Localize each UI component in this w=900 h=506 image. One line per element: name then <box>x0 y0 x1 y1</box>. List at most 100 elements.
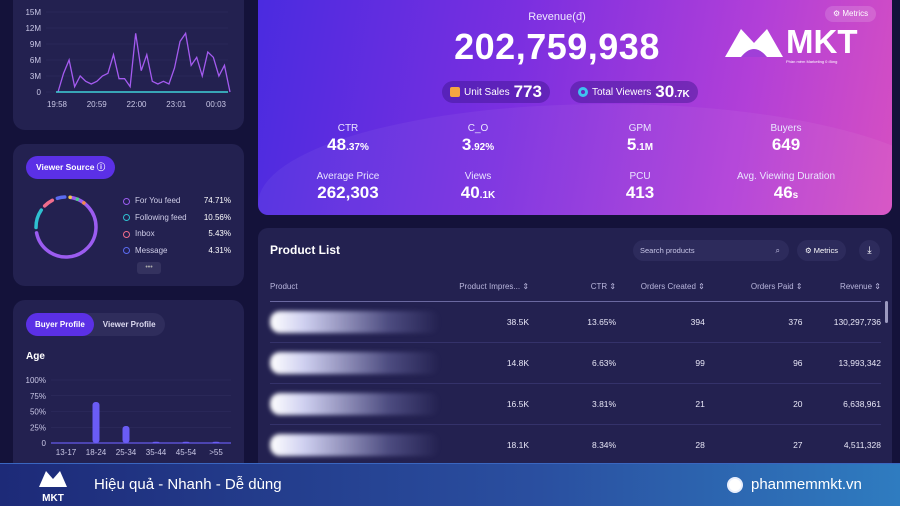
table-cell: 27 <box>704 424 803 466</box>
y-tick: 50% <box>30 408 46 417</box>
table-cell: 18.1K <box>440 424 530 466</box>
stat-suffix: .37% <box>346 142 369 153</box>
table-cell: 8.34% <box>529 424 617 466</box>
donut-segment <box>42 198 55 208</box>
column-header[interactable]: Product Impres... ⇕ <box>440 273 530 302</box>
legend-ring-icon <box>123 197 130 205</box>
stat-value: 262,303 <box>283 183 413 206</box>
stat-number: 40 <box>460 183 480 202</box>
x-tick: 20:59 <box>87 100 108 109</box>
metrics-button[interactable]: ⚙ Metrics <box>825 6 877 22</box>
x-tick: >55 <box>209 448 223 457</box>
table-scrollbar[interactable] <box>885 301 888 323</box>
search-input[interactable]: Search products ⌕ <box>633 240 789 261</box>
product-thumbnail-cell <box>270 383 440 425</box>
mkt-logo-mark <box>725 29 783 57</box>
viewer-source-button[interactable]: Viewer Source ⓘ <box>26 156 116 179</box>
stat-label: Avg. Viewing Duration <box>736 171 836 182</box>
y-tick: 100% <box>26 376 46 385</box>
legend-label: For You feed <box>135 196 181 206</box>
stat-label: PCU <box>629 171 651 182</box>
legend-item: For You feed 74.71% <box>123 193 231 210</box>
unit-sales-value: 773 <box>513 82 542 101</box>
table-row[interactable]: 14.8K 6.63% 99 96 13,993,342 <box>270 342 881 384</box>
footer-logo: MKT <box>38 468 68 504</box>
tab-viewer-profile[interactable]: Viewer Profile <box>102 320 156 329</box>
legend-label: Inbox <box>135 229 155 239</box>
column-header[interactable]: CTR ⇕ <box>529 273 617 302</box>
total-viewers-value: 30 <box>655 82 675 101</box>
stat-value: 5.1M <box>575 135 705 158</box>
column-header[interactable]: Orders Created ⇕ <box>616 273 705 302</box>
y-tick: 6M <box>30 56 41 65</box>
x-tick: 45-54 <box>176 448 197 457</box>
y-tick: 3M <box>30 72 41 81</box>
stat-label: C_O <box>467 123 489 134</box>
product-table: Product Product Impres... ⇕ CTR ⇕ Orders Cr… <box>270 273 881 466</box>
stat-number: 262,303 <box>317 183 379 202</box>
y-tick: 75% <box>30 392 46 401</box>
legend-label: Message <box>135 245 168 255</box>
product-thumbnail[interactable] <box>270 310 440 333</box>
product-thumbnail-cell <box>270 342 440 384</box>
product-thumbnail[interactable] <box>270 351 440 374</box>
x-tick: 00:03 <box>206 100 227 109</box>
legend-label: Following feed <box>135 212 187 222</box>
x-tick: 35-44 <box>146 448 167 457</box>
table-cell: 130,297,736 <box>802 301 881 343</box>
revenue-value: 202,759,938 <box>454 26 660 67</box>
product-thumbnail[interactable] <box>270 433 440 456</box>
table-cell: 6.63% <box>529 342 617 384</box>
more-button[interactable]: ••• <box>137 262 161 274</box>
table-cell: 99 <box>616 342 705 384</box>
table-cell: 4,511,328 <box>802 424 881 466</box>
x-tick: 13-17 <box>56 448 77 457</box>
y-tick: 15M <box>25 8 41 17</box>
legend-value: 5.43% <box>208 229 231 239</box>
product-metrics-button[interactable]: ⚙ Metrics <box>797 240 846 261</box>
stat-number: 413 <box>625 183 655 202</box>
table-row[interactable]: 18.1K 8.34% 28 27 4,511,328 <box>270 424 881 466</box>
table-row[interactable]: 38.5K 13.65% 394 376 130,297,736 <box>270 301 881 343</box>
legend-item: Message 4.31% <box>123 243 231 260</box>
stat-value: 40.1K <box>413 183 543 206</box>
y-tick: 9M <box>30 40 41 49</box>
download-icon[interactable]: ⤓ <box>859 240 880 261</box>
stat-suffix: .1M <box>636 142 654 153</box>
age-bar <box>212 441 220 443</box>
product-thumbnail-cell <box>270 424 440 466</box>
column-header[interactable]: Product <box>270 273 440 302</box>
stat-number: 649 <box>771 135 801 154</box>
stat-number: 48 <box>327 135 347 154</box>
stat-label: CTR <box>337 123 359 134</box>
stat-suffix: .92% <box>471 142 495 153</box>
stat-suffix: s <box>792 190 799 201</box>
table-cell: 16.5K <box>440 383 530 425</box>
donut-segment <box>68 195 72 200</box>
table-cell: 96 <box>704 342 803 384</box>
total-viewers-label: Total Viewers <box>592 86 652 98</box>
product-thumbnail-cell <box>270 301 440 343</box>
donut-segment <box>34 195 98 259</box>
tab-buyer-profile[interactable]: Buyer Profile <box>26 313 94 336</box>
x-tick: 18-24 <box>86 448 107 457</box>
revenue-summary: Revenue(đ) 202,759,938 Unit Sales 773 To… <box>258 0 892 215</box>
legend-value: 4.31% <box>208 245 231 255</box>
footer-website[interactable]: phanmemmkt.vn <box>751 476 862 493</box>
legend-item: Following feed 10.56% <box>123 210 231 227</box>
table-row[interactable]: 16.5K 3.81% 21 20 6,638,961 <box>270 383 881 425</box>
product-thumbnail[interactable] <box>270 392 440 415</box>
x-tick: 22:00 <box>126 100 147 109</box>
viewers-chart-card: 15M 12M 9M 6M 3M 0 19:58 20:59 22:00 23:01 00:03 <box>13 0 244 130</box>
stat-buyers: Buyers 649 <box>721 123 851 158</box>
column-header[interactable]: Orders Paid ⇕ <box>704 273 803 302</box>
eye-icon <box>578 87 588 97</box>
stat-number: 5 <box>626 135 637 154</box>
viewer-source-donut <box>34 195 98 259</box>
footer-banner: MKT Hiệu quả - Nhanh - Dễ dùng phanmemmk… <box>0 463 900 506</box>
age-bar <box>152 441 160 443</box>
donut-segment <box>34 208 43 230</box>
column-header[interactable]: Revenue ⇕ <box>802 273 881 302</box>
x-tick: 19:58 <box>47 100 68 109</box>
product-list-card: Product List Search products ⌕ ⚙ Metrics… <box>258 228 892 478</box>
